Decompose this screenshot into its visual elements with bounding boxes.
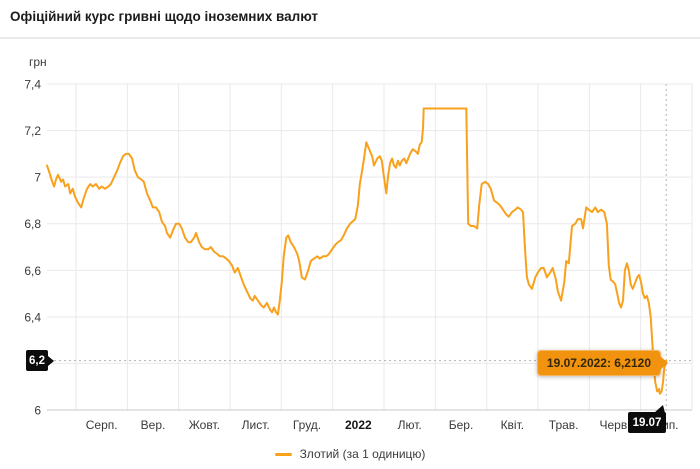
- x-tick-label: Груд.: [293, 418, 321, 432]
- x-tick-label: Квіт.: [501, 418, 525, 432]
- y-tick-label: 6,8: [24, 217, 41, 231]
- series-line: [46, 107, 668, 395]
- chart-tooltip: 19.07.2022: 6,2120: [536, 350, 669, 376]
- y-tick-label: 6,6: [24, 264, 41, 278]
- y-crosshair-value: 6,2: [29, 354, 45, 367]
- x-crosshair-value: 19.07: [632, 416, 662, 429]
- x-tick-label: Вер.: [141, 418, 166, 432]
- x-tick-label: Лют.: [398, 418, 422, 432]
- page-title: Офіційний курс гривні щодо іноземних вал…: [10, 9, 319, 24]
- x-tick-label: Трав.: [549, 418, 579, 432]
- y-tick-label: 7: [34, 171, 41, 185]
- chart-legend: Злотий (за 1 одиницю): [0, 447, 700, 461]
- x-crosshair-badge: 19.07: [628, 405, 666, 433]
- tooltip-text: 19.07.2022: 6,2120: [546, 356, 651, 370]
- legend-series-label[interactable]: Злотий (за 1 одиницю): [299, 447, 426, 461]
- y-axis-unit-label: грн: [29, 55, 47, 69]
- header-divider: [0, 37, 700, 39]
- x-tick-label: 2022: [345, 418, 372, 432]
- y-crosshair-badge: 6,2: [26, 350, 54, 371]
- y-tick-label: 6: [34, 404, 41, 418]
- y-tick-label: 7,2: [24, 124, 41, 138]
- x-tick-label: Бер.: [449, 418, 474, 432]
- x-tick-label: Черв.: [599, 418, 630, 432]
- y-tick-label: 6,4: [24, 310, 41, 324]
- x-tick-label: Лист.: [242, 418, 270, 432]
- x-tick-label: Серп.: [86, 418, 118, 432]
- y-tick-label: 7,4: [24, 78, 41, 92]
- x-tick-label: Жовт.: [189, 418, 220, 432]
- legend-line-swatch: [274, 452, 292, 456]
